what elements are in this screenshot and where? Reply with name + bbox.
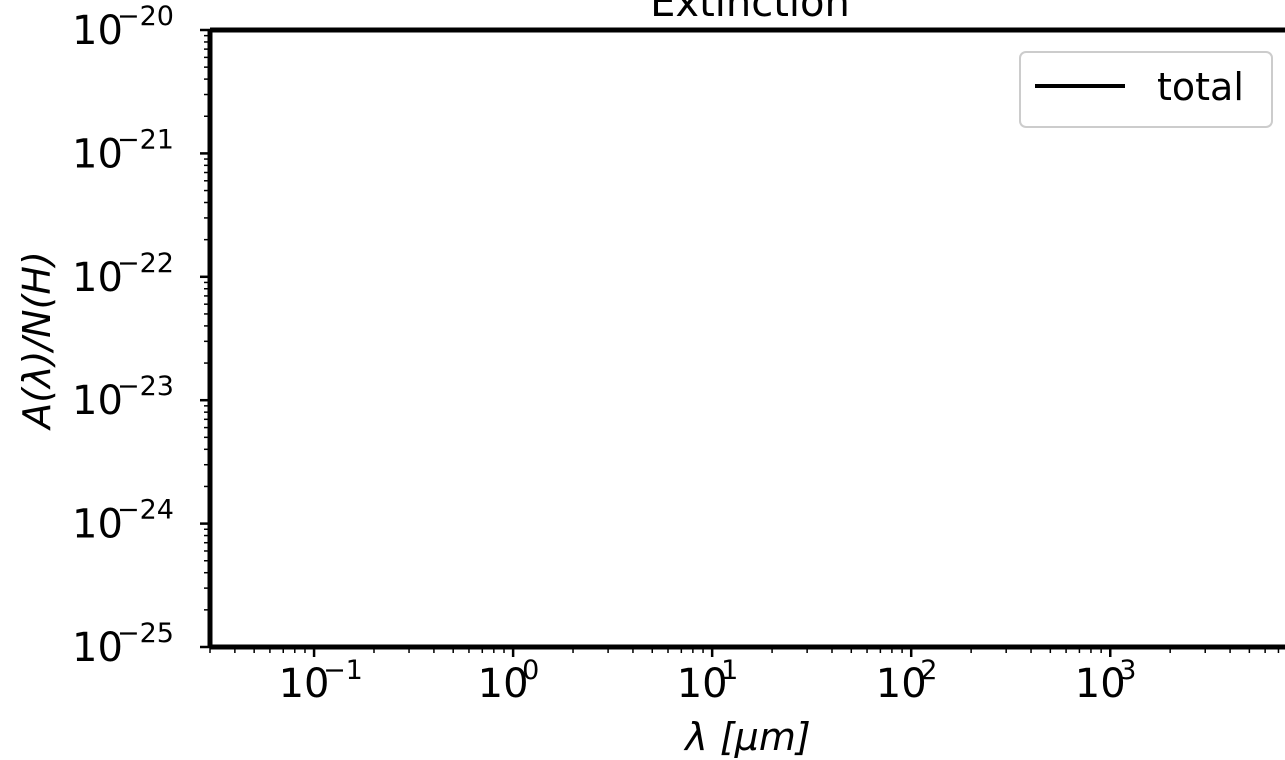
x-tick-exponent: 2 [920, 655, 937, 686]
x-tick-label: 10 [677, 661, 728, 707]
y-tick-exponent: −21 [117, 124, 174, 155]
legend-box [1019, 51, 1273, 128]
y-tick-label: 10 [72, 255, 123, 301]
x-axis-label: λ [μm] [683, 715, 810, 759]
x-tick-label: 10 [1075, 661, 1126, 707]
x-tick-exponent: 0 [522, 655, 539, 686]
plot-frame [207, 27, 1285, 650]
chart-title: Extinction [650, 0, 850, 26]
y-tick-exponent: −23 [117, 371, 174, 402]
legend-label-total: total [1157, 65, 1244, 109]
legend: total [1019, 51, 1273, 128]
y-tick-label: 10 [72, 378, 123, 424]
x-tick-exponent: 1 [721, 655, 738, 686]
y-tick-exponent: −24 [117, 495, 174, 526]
x-tick-label: 10 [876, 661, 927, 707]
y-tick-label: 10 [72, 8, 123, 54]
x-axis-ticks: 10−1 100 101 102 103 [209, 647, 1280, 707]
plot-area [210, 30, 1285, 647]
x-tick-label: 10 [279, 661, 330, 707]
y-tick-label: 10 [72, 625, 123, 671]
x-tick-exponent: 3 [1119, 655, 1136, 686]
y-tick-label: 10 [72, 131, 123, 177]
y-axis-label: A(λ)/N(H) [15, 251, 59, 432]
y-tick-label: 10 [72, 502, 123, 548]
y-tick-exponent: −20 [117, 1, 174, 32]
y-tick-exponent: −22 [117, 248, 174, 279]
x-tick-label: 10 [478, 661, 529, 707]
y-tick-exponent: −25 [117, 618, 174, 649]
x-tick-exponent: −1 [323, 655, 363, 686]
